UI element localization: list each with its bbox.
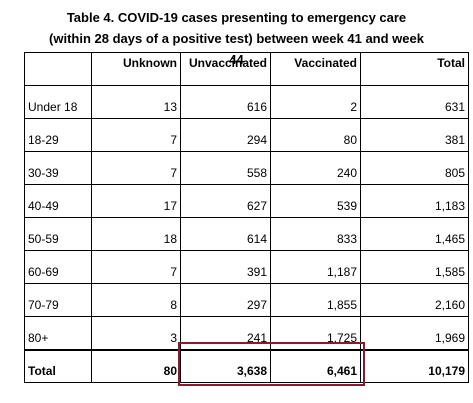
table-cell: 80+ [24,316,92,351]
table-cell: 40-49 [24,184,92,218]
table-cell: 391 [180,250,271,284]
table-cell: 7 [91,118,181,152]
table-cell: 614 [180,217,271,251]
highlight-box [178,342,365,386]
table-cell: 1,585 [360,250,469,284]
table-cell: 558 [180,151,271,185]
table-cell: 17 [91,184,181,218]
table-cell: 7 [91,151,181,185]
table-cell: 627 [180,184,271,218]
table-cell: 18 [91,217,181,251]
table-cell: 1,465 [360,217,469,251]
table-row: 80+ 3 241 1,725 1,969 [24,316,469,351]
table-row: Unknown Unvaccinated Vaccinated Total [24,52,469,86]
table-cell: 18-29 [24,118,92,152]
table-cell: Unvaccinated [180,52,271,86]
table-cell: 1,725 [270,316,361,351]
table-cell: 539 [270,184,361,218]
table-cell: 631 [360,85,469,119]
table-cell: 294 [180,118,271,152]
table-cell: 833 [270,217,361,251]
table-row: Under 18 13 616 2 631 [24,85,469,119]
table-cell: 7 [91,250,181,284]
table-cell: Total [360,52,469,86]
table-cell: 10,179 [360,349,469,383]
table-cell: 616 [180,85,271,119]
table: Unknown Unvaccinated Vaccinated Total Under … [24,52,469,383]
table-cell: 240 [270,151,361,185]
table-row: 60-69 7 391 1,187 1,585 [24,250,469,284]
title: Table 4. COVID-19 cases presenting to em… [0,7,473,70]
table-cell: 13 [91,85,181,119]
table-row: Total 80 3,638 6,461 10,179 [24,349,469,383]
table-cell: Vaccinated [270,52,361,86]
table-cell: 2 [270,85,361,119]
table-cell: 80 [270,118,361,152]
table-row: 30-39 7 558 240 805 [24,151,469,185]
table-cell: Unknown [91,52,181,86]
table-cell: Total [24,349,92,383]
table-cell: 1,187 [270,250,361,284]
table-cell: 3,638 [180,349,271,383]
table-cell: 1,183 [360,184,469,218]
table-cell: 805 [360,151,469,185]
table-cell: 70-79 [24,283,92,317]
table-row: 40-49 17 627 539 1,183 [24,184,469,218]
table-cell: 297 [180,283,271,317]
table-cell: 80 [91,349,181,383]
table-row: 18-29 7 294 80 381 [24,118,469,152]
table-cell: 2,160 [360,283,469,317]
table-cell: Under 18 [24,85,92,119]
table-cell: 3 [91,316,181,351]
table-cell: 1,969 [360,316,469,351]
table-row: 50-59 18 614 833 1,465 [24,217,469,251]
table-cell: 1,855 [270,283,361,317]
table-cell: 30-39 [24,151,92,185]
table-cell: 8 [91,283,181,317]
table-cell: 60-69 [24,250,92,284]
table-cell: 381 [360,118,469,152]
title-text: Table 4. COVID-19 cases presenting to em… [49,10,424,67]
table-cell: 50-59 [24,217,92,251]
table-cell: 6,461 [270,349,361,383]
table-row: 70-79 8 297 1,855 2,160 [24,283,469,317]
table-cell [24,52,92,86]
